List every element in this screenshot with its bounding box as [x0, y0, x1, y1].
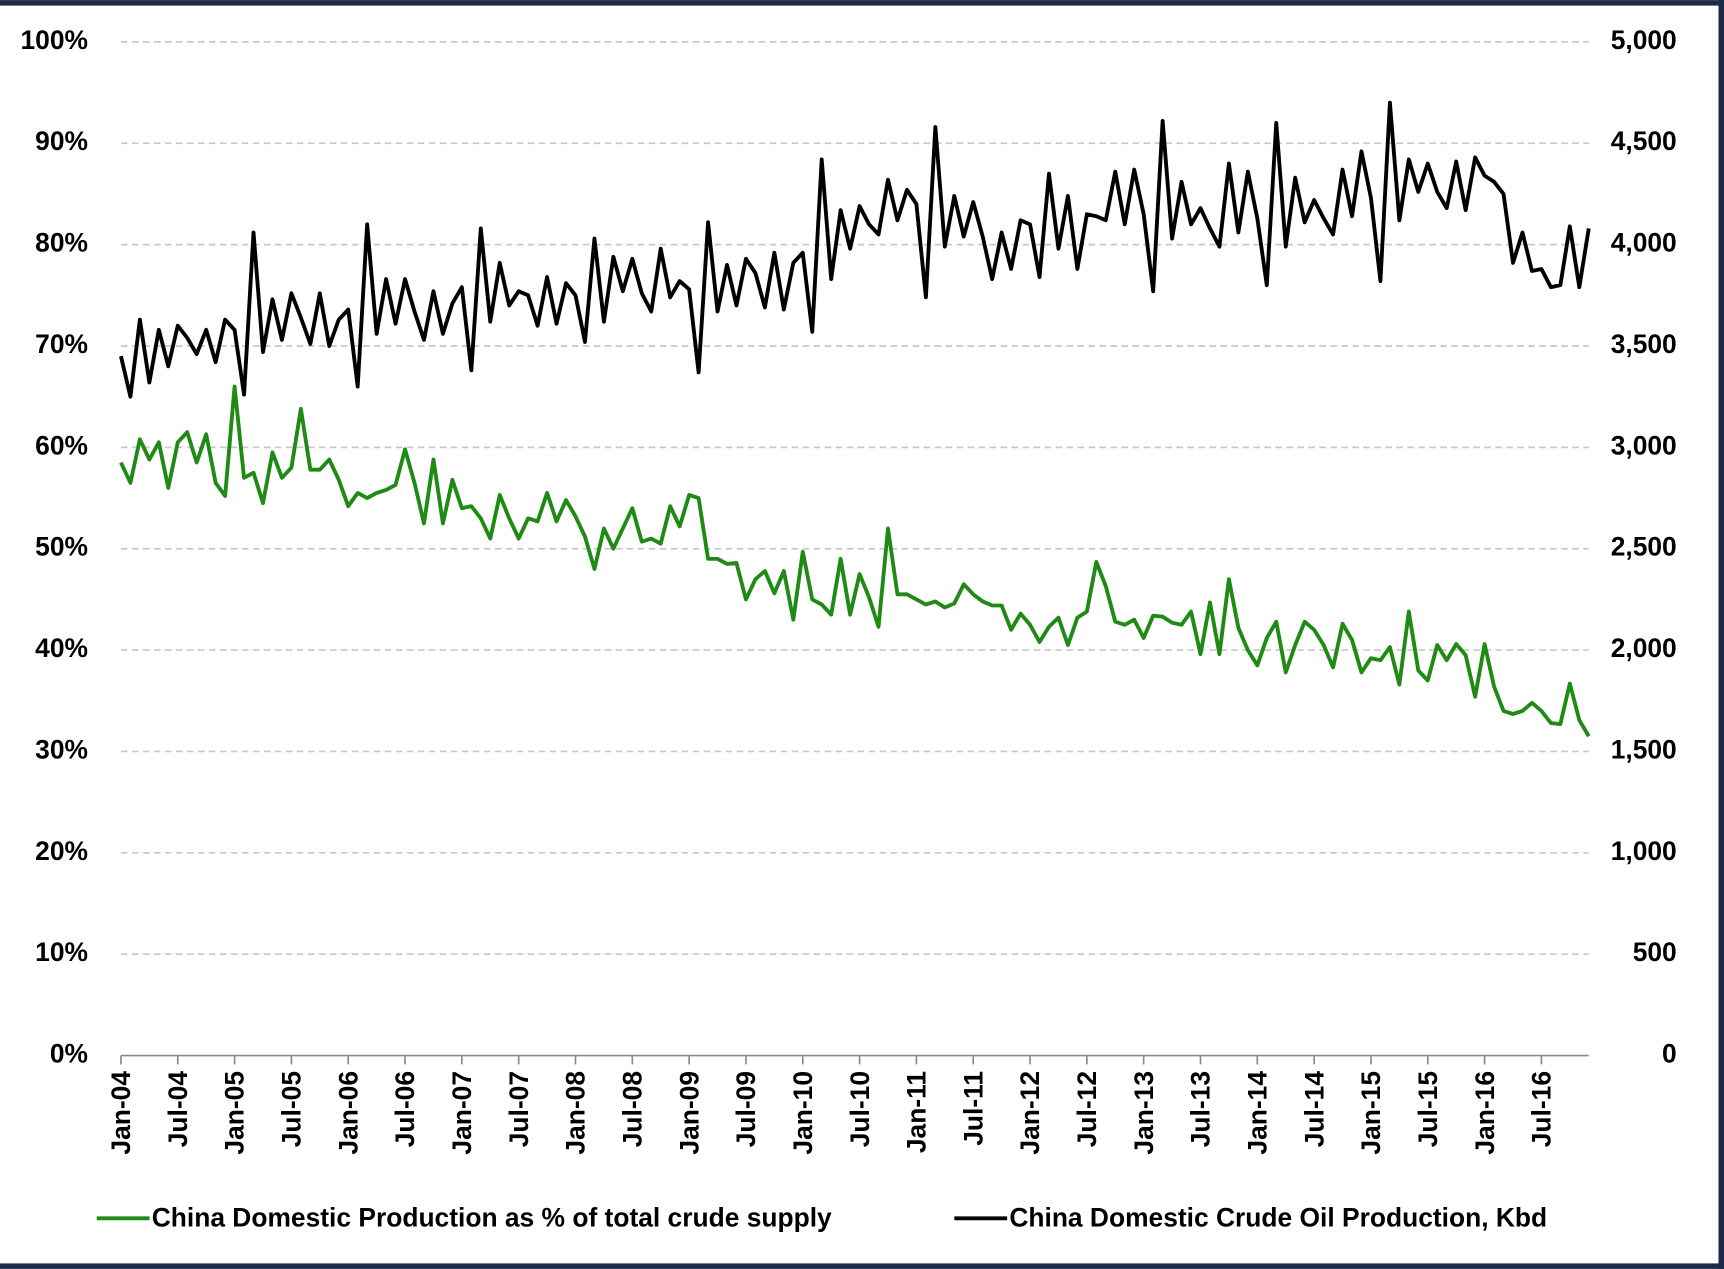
y2-tick-label: 5,000	[1611, 25, 1677, 55]
frame-top	[0, 0, 1724, 6]
x-tick-label: Jul-08	[617, 1071, 647, 1147]
y-tick-label: 50%	[35, 532, 88, 562]
legend-label: China Domestic Crude Oil Production, Kbd	[1009, 1202, 1547, 1232]
frame-bottom	[0, 1263, 1724, 1269]
x-tick-label: Jan-15	[1356, 1071, 1386, 1155]
x-tick-label: Jul-07	[504, 1071, 534, 1147]
x-tick-label: Jan-08	[561, 1071, 591, 1155]
series-line	[119, 100, 1591, 399]
x-tick-label: Jul-05	[277, 1071, 307, 1147]
x-tick-label: Jul-15	[1413, 1071, 1443, 1147]
y2-tick-label: 1,500	[1611, 734, 1677, 764]
x-tick-label: Jul-16	[1527, 1071, 1557, 1147]
y2-tick-label: 1,000	[1611, 836, 1677, 866]
y2-tick-label: 3,500	[1611, 329, 1677, 359]
y-tick-label: 90%	[35, 126, 88, 156]
y-tick-label: 20%	[35, 836, 88, 866]
x-tick-label: Jul-10	[845, 1071, 875, 1147]
x-tick-label: Jan-12	[1015, 1071, 1045, 1155]
y2-tick-label: 0	[1662, 1039, 1677, 1069]
frame-right	[1718, 0, 1724, 1269]
y-tick-label: 0%	[50, 1039, 88, 1069]
y-tick-label: 80%	[35, 228, 88, 258]
x-tick-label: Jan-05	[220, 1071, 250, 1155]
x-tick-label: Jul-14	[1299, 1071, 1329, 1148]
y2-tick-label: 2,500	[1611, 532, 1677, 562]
x-tick-label: Jul-13	[1186, 1071, 1216, 1147]
y-tick-label: 70%	[35, 329, 88, 359]
x-tick-label: Jan-16	[1470, 1071, 1500, 1155]
y2-tick-label: 2,000	[1611, 633, 1677, 663]
x-tick-label: Jul-04	[163, 1071, 193, 1148]
y-tick-label: 60%	[35, 430, 88, 460]
y2-tick-label: 3,000	[1611, 430, 1677, 460]
y2-tick-label: 500	[1633, 937, 1677, 967]
x-tick-label: Jan-10	[788, 1071, 818, 1155]
y2-tick-label: 4,000	[1611, 228, 1677, 258]
x-tick-label: Jan-07	[447, 1071, 477, 1155]
y-tick-label: 30%	[35, 734, 88, 764]
y-tick-label: 40%	[35, 633, 88, 663]
x-tick-label: Jan-06	[333, 1071, 363, 1155]
x-tick-label: Jul-11	[958, 1071, 988, 1146]
x-tick-label: Jan-04	[106, 1071, 136, 1155]
x-tick-label: Jan-14	[1242, 1071, 1272, 1155]
y2-tick-label: 4,500	[1611, 126, 1677, 156]
x-tick-label: Jan-13	[1129, 1071, 1159, 1155]
x-tick-label: Jan-11	[902, 1071, 932, 1153]
legend-label: China Domestic Production as % of total …	[152, 1202, 832, 1232]
series-line	[119, 384, 1591, 738]
x-tick-label: Jan-09	[674, 1071, 704, 1155]
x-tick-label: Jul-09	[731, 1071, 761, 1147]
x-tick-label: Jul-12	[1072, 1071, 1102, 1147]
y-tick-label: 100%	[20, 25, 87, 55]
y-tick-label: 10%	[35, 937, 88, 967]
x-tick-label: Jul-06	[390, 1071, 420, 1147]
